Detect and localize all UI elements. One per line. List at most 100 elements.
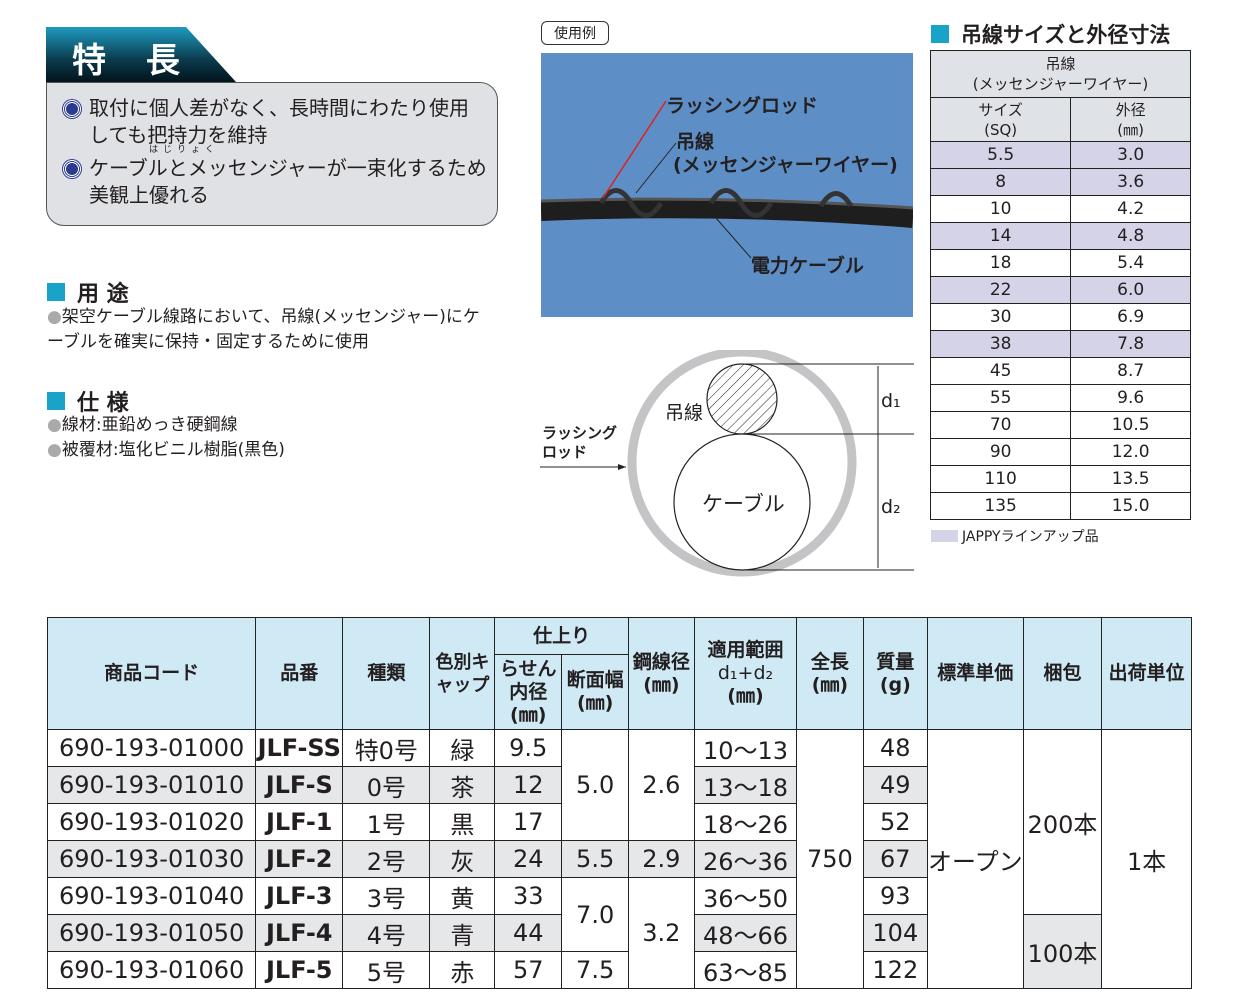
usage-title: 用 途 — [77, 282, 129, 307]
messenger-callout: 吊線 — [676, 131, 715, 153]
spec-item: ●被覆材:塩化ビニル樹脂(黒色) — [47, 440, 285, 460]
inner-diameter-cell: 17 — [494, 803, 563, 841]
cap-color-cell: 灰 — [429, 840, 496, 878]
header-width: 断面幅 (㎜) — [561, 654, 629, 730]
size-cell: 45 — [929, 357, 1072, 385]
cross-section-diagram: 吊線 ラッシング ロッド ケーブル d₁ d₂ — [540, 347, 920, 580]
features-title: 特 長 — [46, 27, 236, 82]
section-width-cell: 5.5 — [561, 840, 629, 878]
group-header: 吊線 (メッセンジャーワイヤー) — [930, 50, 1191, 98]
size-row: 10 4.2 — [929, 195, 1191, 223]
wire-diameter-cell: 2.9 — [628, 840, 695, 878]
mass-cell: 52 — [862, 803, 929, 841]
header-mass-unit: (g) — [879, 673, 911, 696]
size-row: 45 8.7 — [929, 357, 1191, 385]
size-cell: 5.5 — [929, 141, 1072, 169]
mass-cell: 104 — [862, 914, 929, 952]
header-length-text: 全長 — [810, 650, 849, 673]
part-number-cell: JLF-SS — [255, 729, 344, 767]
header-wire: 鋼線径 (㎜) — [628, 617, 695, 730]
outer-diameter-cell: 9.6 — [1070, 384, 1191, 412]
legend-swatch — [931, 530, 958, 542]
header-range-text: 適用範囲 — [707, 639, 784, 661]
product-row: 690-193-01060 JLF-5 5号赤 57 7.5 63〜85 122 — [46, 951, 1192, 989]
usage-example-label: 使用例 — [541, 21, 609, 45]
outer-diameter-cell: 10.5 — [1070, 411, 1191, 439]
product-row: 690-193-01050 JLF-4 4号青 44 48〜66 104 100本 — [46, 914, 1192, 989]
outer-diameter-cell: 3.0 — [1070, 141, 1191, 169]
features-box: 取付に個人差がなく、長時間にわたり使用しても把持力を維持 ケーブルとメッセンジャ… — [46, 82, 498, 226]
range-cell: 63〜85 — [693, 951, 798, 989]
size-cell: 90 — [929, 438, 1072, 466]
size-cell: 70 — [929, 411, 1072, 439]
usage-example-photo: ラッシングロッド 吊線 (メッセンジャーワイヤー) 電力ケーブル — [540, 53, 914, 317]
feature-item: ケーブルとメッセンジャーが一束化するため美観上優れる — [63, 155, 487, 209]
spec-item: ●線材:亜鉛めっき硬鋼線 — [47, 415, 238, 435]
size-row: 38 7.8 — [929, 330, 1191, 358]
inner-diameter-cell: 33 — [494, 877, 563, 915]
header-length: 全長 (㎜) — [796, 617, 864, 730]
product-row: 690-193-01030 JLF-2 2号灰 24 5.5 2.9 26〜36 67 — [46, 840, 1192, 878]
wire-diameter-cell: 3.2 — [628, 877, 695, 989]
size-cell: 38 — [929, 330, 1072, 358]
d1-label: d₁ — [881, 390, 901, 412]
lashing-rod-label: ラッシング — [542, 424, 618, 442]
feature-text: ケーブルとメッセンジャーが一束化するため美観上優れる — [89, 156, 487, 207]
header-mass: 質量 (g) — [862, 617, 929, 730]
square-icon — [47, 283, 65, 301]
messenger-label: 吊線 — [665, 402, 704, 424]
inner-diameter-cell: 12 — [494, 766, 563, 804]
inner-diameter-cell: 24 — [494, 840, 563, 878]
header-price: 標準単価 — [927, 617, 1024, 730]
size-cell: 30 — [929, 303, 1072, 331]
usage-item: 架空ケーブル線路において、吊線(メッセンジャー)にケーブルを確実に保持・固定する… — [47, 307, 480, 352]
header-range-unit: (㎜) — [727, 685, 764, 707]
size-row: 135 15.0 — [929, 492, 1191, 520]
size-cell: 18 — [929, 249, 1072, 277]
cap-color-cell: 赤 — [429, 951, 496, 989]
usage-heading: 用 途 — [47, 276, 129, 308]
ship-unit-cell: 1本 — [1101, 729, 1192, 989]
header-wire-text: 鋼線径 — [632, 650, 690, 673]
cap-color-cell: 緑 — [429, 729, 496, 767]
pack-cell: 100本 — [1022, 914, 1103, 989]
header-range: 適用範囲 d₁+d₂ (㎜) — [693, 617, 798, 730]
size-table-heading: 吊線サイズと外径寸法 — [931, 19, 1170, 49]
header-code: 商品コード — [46, 617, 257, 730]
od-header-text: 外径 — [1115, 100, 1146, 119]
header-mass-text: 質量 — [876, 650, 915, 673]
spec-text: 被覆材:塩化ビニル樹脂(黒色) — [61, 440, 285, 460]
feature-item: 取付に個人差がなく、長時間にわたり使用しても把持力を維持 — [63, 95, 487, 149]
outer-diameter-cell: 4.8 — [1070, 222, 1191, 250]
header-width-unit: (㎜) — [576, 692, 614, 714]
header-ship: 出荷単位 — [1101, 617, 1192, 730]
outer-diameter-cell: 13.5 — [1070, 465, 1191, 493]
cable-label: ケーブル — [702, 492, 785, 516]
type-cell: 0号 — [342, 766, 431, 804]
size-row: 70 10.5 — [929, 411, 1191, 439]
product-row: 690-193-01000 JLF-SS 特0号緑 9.5 5.0 2.6 10〜13 750… — [46, 729, 1192, 989]
outer-diameter-cell: 3.6 — [1070, 168, 1191, 196]
size-row: 5.5 3.0 — [929, 141, 1191, 169]
product-code-cell: 690-193-01000 — [46, 729, 257, 767]
range-cell: 13〜18 — [693, 766, 798, 804]
outer-diameter-cell: 7.8 — [1070, 330, 1191, 358]
part-number-cell: JLF-4 — [255, 914, 344, 952]
size-row: 30 6.9 — [929, 303, 1191, 331]
spec-list: ●線材:亜鉛めっき硬鋼線 ●被覆材:塩化ビニル樹脂(黒色) — [47, 413, 285, 463]
cross-section-drawing — [540, 347, 914, 577]
spec-text: 線材:亜鉛めっき硬鋼線 — [61, 415, 238, 435]
lashing-rod-callout: ラッシングロッド — [666, 95, 819, 117]
size-row: 55 9.6 — [929, 384, 1191, 412]
section-width-cell: 5.0 — [561, 729, 629, 841]
mass-cell: 67 — [862, 840, 929, 878]
wire-diameter-cell: 2.6 — [628, 729, 695, 841]
feature-text: 取付に個人差がなく、長時間にわたり使用しても把持力を維持 — [89, 96, 469, 147]
mass-cell: 48 — [862, 729, 929, 767]
header-part: 品番 — [255, 617, 344, 730]
header-pack: 梱包 — [1022, 617, 1103, 730]
group-header-sub: (メッセンジャーワイヤー) — [972, 75, 1149, 93]
size-row: 22 6.0 — [929, 276, 1191, 304]
header-cap: 色別キャップ — [429, 617, 496, 730]
group-header-text: 吊線 — [1045, 55, 1076, 73]
